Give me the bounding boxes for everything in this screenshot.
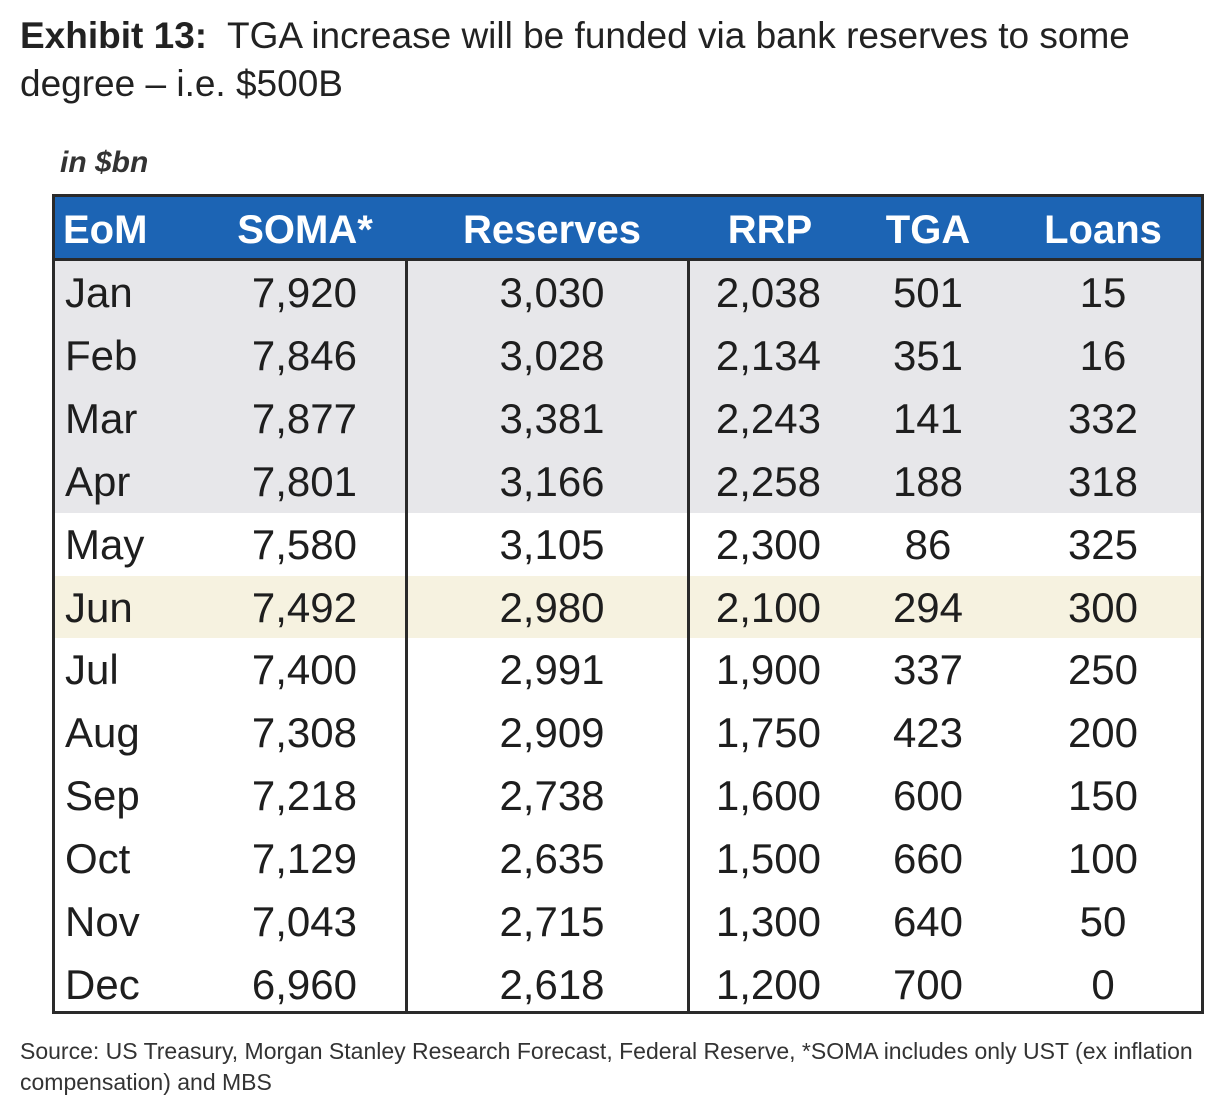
chart-title: Exhibit 13: TGA increase will be funded …: [20, 12, 1210, 108]
column-divider-soma-reserves: [405, 261, 408, 1011]
source-note: Source: US Treasury, Morgan Stanley Rese…: [20, 1038, 1193, 1095]
table-row: Oct 7,129 2,635 1,500 660 100: [55, 827, 1201, 891]
table-cell: 86: [904, 520, 952, 568]
row-label: Sep: [65, 772, 140, 820]
table-cell: 3,166: [499, 457, 605, 505]
row-label: Jun: [65, 583, 133, 631]
table-cell: 7,400: [251, 646, 357, 694]
table-cell: 7,877: [251, 394, 357, 442]
table-row: Mar 7,877 3,381 2,243 141 332: [55, 386, 1201, 450]
table-cell: 600: [892, 772, 964, 820]
table-cell: 2,300: [715, 520, 821, 568]
row-label: Jan: [65, 269, 133, 316]
column-header: TGA: [885, 208, 971, 252]
table-cell: 700: [892, 960, 964, 1008]
column-header: EoM: [63, 208, 148, 252]
table-row: Feb 7,846 3,028 2,134 351 16: [55, 323, 1201, 387]
table-cell: 2,635: [499, 835, 605, 883]
table-row: Apr 7,801 3,166 2,258 188 318: [55, 449, 1201, 513]
column-header: Loans: [1044, 208, 1162, 252]
table-cell: 7,218: [251, 772, 357, 820]
table-cell: 2,038: [715, 269, 821, 316]
table-cell: 2,258: [715, 457, 821, 505]
column-header: RRP: [727, 208, 813, 252]
data-table: EoM SOMA* Reserves RRP TGA Loans Jan 7,920 3,03…: [52, 194, 1204, 1014]
table-cell: 2,738: [499, 772, 605, 820]
table-cell: 141: [892, 394, 964, 442]
table-cell: 1,750: [715, 709, 821, 757]
table-cell: 2,909: [499, 709, 605, 757]
table-cell: 1,500: [715, 835, 821, 883]
table-cell: 1,600: [715, 772, 821, 820]
table-cell: 2,618: [499, 960, 605, 1008]
table-row: May 7,580 3,105 2,300 86 325: [55, 512, 1201, 576]
table-cell: 332: [1067, 394, 1139, 442]
table-cell: 0: [1091, 960, 1115, 1008]
table-cell: 200: [1067, 709, 1139, 757]
table-cell: 2,243: [715, 394, 821, 442]
table-cell: 7,043: [251, 898, 357, 945]
table-cell: 188: [892, 457, 964, 505]
row-label: Aug: [65, 709, 140, 757]
row-label: Apr: [65, 457, 131, 505]
table-cell: 50: [1079, 898, 1127, 945]
table-cell: 1,300: [715, 898, 821, 945]
table-cell: 300: [1067, 583, 1139, 631]
table-cell: 7,308: [251, 709, 357, 757]
table-cell: 3,028: [499, 331, 605, 379]
table-cell: 16: [1079, 331, 1127, 379]
unit-note: in $bn: [60, 146, 149, 179]
table-cell: 7,801: [251, 457, 357, 505]
row-label: Nov: [65, 898, 140, 945]
table-cell: 250: [1067, 646, 1139, 694]
table-cell: 3,105: [499, 520, 605, 568]
table-cell: 1,900: [715, 646, 821, 694]
table-cell: 2,715: [499, 898, 605, 945]
row-label: Oct: [65, 835, 131, 883]
table-cell: 351: [892, 331, 964, 379]
row-label: Jul: [65, 646, 119, 694]
row-label: Dec: [65, 960, 140, 1008]
table-cell: 325: [1067, 520, 1139, 568]
table-cell: 2,991: [499, 646, 605, 694]
table-cell: 15: [1079, 269, 1127, 316]
table-cell: 6,960: [251, 960, 357, 1008]
table-cell: 501: [892, 269, 964, 316]
exhibit-title-text: TGA increase will be funded via bank res…: [20, 15, 1130, 104]
exhibit-label: Exhibit 13:: [20, 15, 208, 56]
table-header: EoM SOMA* Reserves RRP TGA Loans: [55, 197, 1201, 261]
row-label: May: [65, 520, 145, 568]
table-row: Aug 7,308 2,909 1,750 423 200: [55, 701, 1201, 765]
table-row: Jun 7,492 2,980 2,100 294 300: [55, 575, 1201, 639]
column-divider-reserves-rrp: [687, 261, 690, 1011]
column-header: Reserves: [463, 208, 641, 252]
table-cell: 2,134: [715, 331, 821, 379]
table-cell: 294: [892, 583, 964, 631]
row-label: Feb: [65, 331, 138, 379]
table-row: Jan 7,920 3,030 2,038 501 15: [55, 261, 1201, 324]
column-header: SOMA*: [237, 208, 373, 252]
table-row: Nov 7,043 2,715 1,300 640 50: [55, 890, 1201, 953]
table-cell: 337: [892, 646, 964, 694]
table-cell: 2,980: [499, 583, 605, 631]
table-cell: 7,492: [251, 583, 357, 631]
table-row: Jul 7,400 2,991 1,900 337 250: [55, 638, 1201, 702]
table-cell: 640: [892, 898, 964, 945]
table-cell: 3,030: [499, 269, 605, 316]
table-cell: 660: [892, 835, 964, 883]
table-cell: 3,381: [499, 394, 605, 442]
row-label: Mar: [65, 394, 138, 442]
table-cell: 100: [1067, 835, 1139, 883]
table-cell: 7,846: [251, 331, 357, 379]
table-cell: 2,100: [715, 583, 821, 631]
table-cell: 1,200: [715, 960, 821, 1008]
table-cell: 150: [1067, 772, 1139, 820]
table-row: Sep 7,218 2,738 1,600 600 150: [55, 764, 1201, 828]
table-cell: 7,129: [251, 835, 357, 883]
table-cell: 318: [1067, 457, 1139, 505]
table-cell: 7,920: [251, 269, 357, 316]
table-cell: 7,580: [251, 520, 357, 568]
table-cell: 423: [892, 709, 964, 757]
table-row: Dec 6,960 2,618 1,200 700 0: [55, 952, 1201, 1011]
